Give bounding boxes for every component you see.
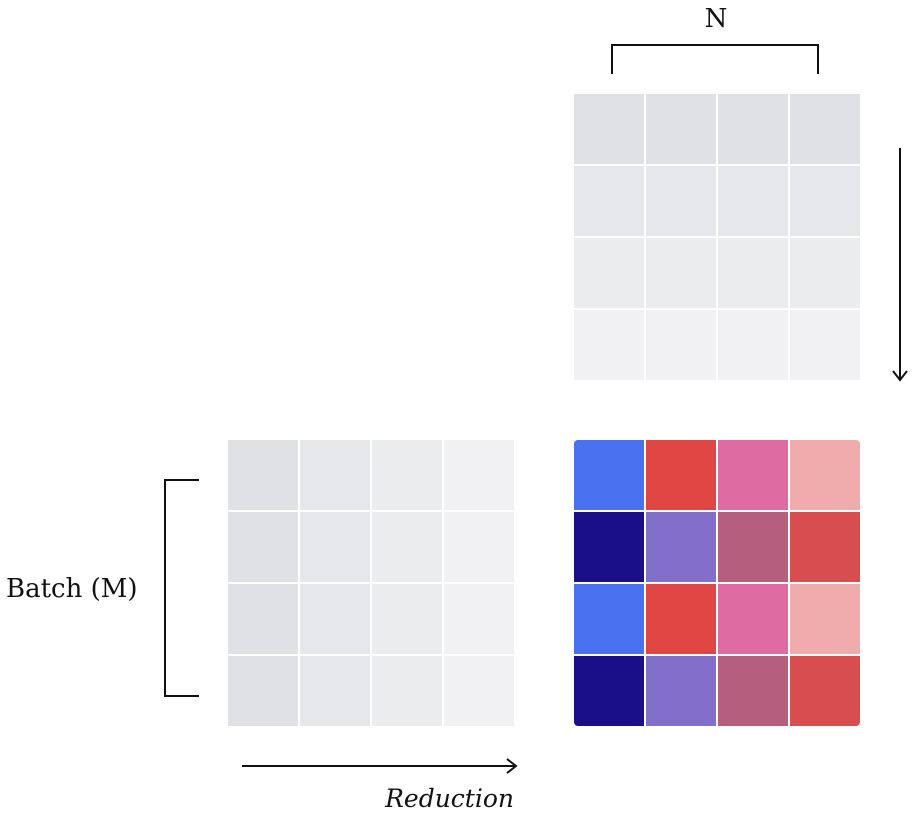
reduction-label: Reduction (384, 784, 514, 813)
weight-matrix-cell (574, 94, 644, 164)
output-matrix-cell (574, 512, 644, 582)
input-matrix-cell (444, 512, 514, 582)
output-matrix-cell (646, 584, 716, 654)
input-matrix-cell (228, 584, 298, 654)
output-matrix-cell (718, 584, 788, 654)
input-matrix-cell (372, 440, 442, 510)
weight-matrix-cell (574, 166, 644, 236)
vertical-arrow (892, 148, 908, 382)
input-matrix-cell (228, 656, 298, 726)
weight-matrix-cell (718, 166, 788, 236)
output-matrix-cell (574, 440, 644, 510)
n-label: N (705, 4, 728, 34)
input-matrix-cell (372, 656, 442, 726)
batch-label: Batch (M) (6, 574, 138, 604)
output-matrix-cell (574, 656, 644, 726)
weight-matrix-cell (646, 238, 716, 308)
reduction-arrow (242, 758, 518, 774)
output-matrix-cell (790, 656, 860, 726)
weight-matrix-cell (574, 238, 644, 308)
batch-bracket (164, 479, 199, 697)
input-matrix (228, 440, 514, 726)
output-matrix-cell (574, 584, 644, 654)
output-matrix-cell (646, 512, 716, 582)
input-matrix-cell (444, 584, 514, 654)
weight-matrix-cell (646, 166, 716, 236)
output-matrix-cell (718, 512, 788, 582)
input-matrix-cell (444, 440, 514, 510)
input-matrix-cell (300, 656, 370, 726)
output-matrix-cell (646, 440, 716, 510)
weight-matrix-cell (790, 310, 860, 380)
input-matrix-cell (228, 440, 298, 510)
weight-matrix (574, 94, 860, 380)
weight-matrix-cell (718, 310, 788, 380)
output-matrix-cell (718, 440, 788, 510)
weight-matrix-cell (790, 166, 860, 236)
input-matrix-cell (228, 512, 298, 582)
output-matrix-cell (646, 656, 716, 726)
weight-matrix-cell (646, 94, 716, 164)
output-matrix-cell (718, 656, 788, 726)
input-matrix-cell (444, 656, 514, 726)
weight-matrix-cell (574, 310, 644, 380)
input-matrix-cell (300, 440, 370, 510)
input-matrix-cell (372, 584, 442, 654)
output-matrix-cell (790, 584, 860, 654)
input-matrix-cell (300, 584, 370, 654)
weight-matrix-cell (790, 238, 860, 308)
input-matrix-cell (372, 512, 442, 582)
input-matrix-cell (300, 512, 370, 582)
output-matrix-cell (790, 440, 860, 510)
output-matrix (574, 440, 860, 726)
n-bracket (611, 44, 819, 74)
weight-matrix-cell (718, 238, 788, 308)
output-matrix-cell (790, 512, 860, 582)
weight-matrix-cell (790, 94, 860, 164)
weight-matrix-cell (646, 310, 716, 380)
weight-matrix-cell (718, 94, 788, 164)
